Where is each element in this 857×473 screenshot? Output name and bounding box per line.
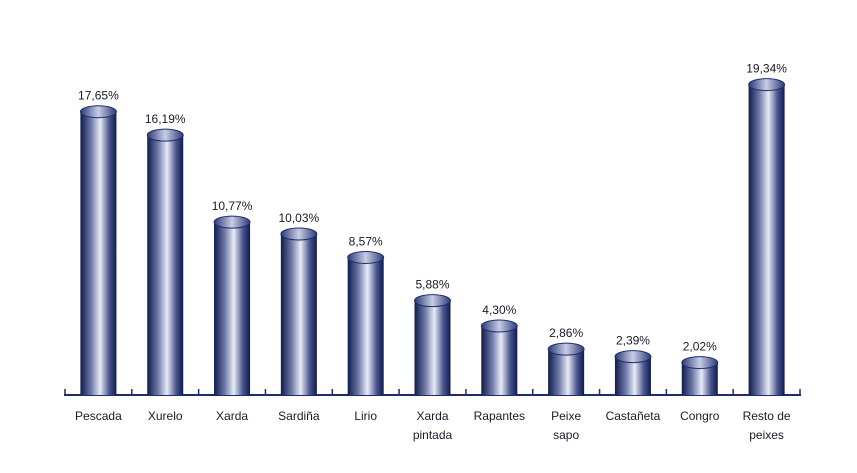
- bar-cap: [681, 356, 719, 370]
- bar-cap: [748, 78, 786, 92]
- x-tick-label: Castañeta: [605, 409, 661, 423]
- bar-cap: [480, 319, 518, 333]
- x-tick-label: Peixe sapo: [551, 409, 582, 442]
- bar: [214, 222, 251, 395]
- value-label: 19,34%: [746, 62, 787, 76]
- bar: [147, 135, 184, 395]
- x-tick-label: Congro: [680, 409, 720, 423]
- bar: [548, 349, 585, 395]
- value-label: 10,03%: [279, 211, 320, 225]
- x-tick-label: Pescada: [75, 409, 122, 423]
- bar-cap: [79, 105, 117, 119]
- bar-cap: [614, 350, 652, 364]
- value-label: 17,65%: [78, 89, 119, 103]
- x-tick-label: Lirio: [354, 409, 378, 423]
- bar: [347, 257, 384, 395]
- bar-cap: [280, 227, 318, 241]
- bar: [414, 300, 451, 395]
- value-label: 8,57%: [349, 234, 383, 248]
- value-label: 5,88%: [415, 278, 449, 292]
- value-label: 10,77%: [212, 199, 253, 213]
- value-label: 2,39%: [616, 334, 650, 348]
- bar-cap: [347, 250, 385, 264]
- x-tick-label: Resto de peixes: [742, 409, 791, 442]
- x-tick-label: Xurelo: [147, 409, 183, 423]
- value-label: 4,30%: [482, 303, 516, 317]
- x-tick-label: Sardiña: [278, 409, 320, 423]
- x-tick-label: Xarda pintada: [412, 409, 453, 442]
- bar-cap: [213, 215, 251, 229]
- bar: [80, 111, 117, 395]
- bar: [280, 234, 317, 395]
- bar-cap: [146, 128, 184, 142]
- x-tick-label: Xarda: [216, 409, 249, 423]
- value-label: 2,02%: [683, 340, 717, 354]
- bar-cap: [414, 294, 451, 308]
- x-tick-label: Rapantes: [473, 409, 525, 423]
- bar-cap: [547, 342, 585, 356]
- bar: [481, 325, 518, 395]
- value-label: 16,19%: [145, 112, 186, 126]
- bar: [748, 84, 785, 395]
- value-label: 2,86%: [549, 326, 583, 340]
